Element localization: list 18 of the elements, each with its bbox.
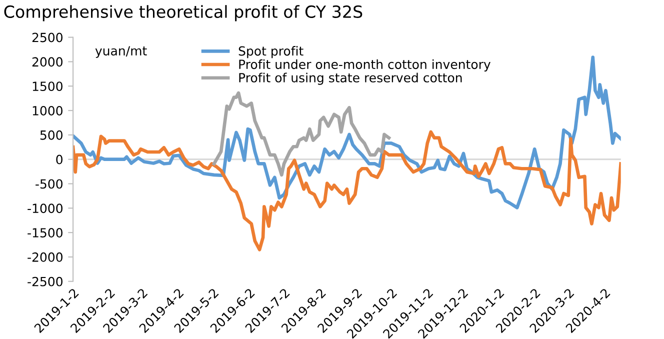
line-series — [212, 91, 391, 177]
y-tick-label: -1500 — [28, 228, 62, 238]
y-tick-label: 2500 — [32, 32, 62, 42]
chart-title: Comprehensive theoretical profit of CY 32S — [4, 5, 362, 22]
y-tick-label: -1000 — [28, 204, 62, 214]
legend-label: Profit under one-month cotton inventory — [239, 59, 490, 72]
y-tick-label: 1000 — [32, 106, 62, 116]
legend-label: Profit of using state reserved cotton — [239, 72, 462, 85]
y-tick-label: -2500 — [28, 276, 62, 286]
legend-label: Spot profit — [238, 46, 304, 58]
y-tick-label: -2000 — [28, 252, 62, 262]
y-tick-label: 2000 — [32, 57, 62, 67]
y-tick-label: 500 — [40, 130, 62, 140]
line-series — [73, 130, 621, 252]
y-tick-label: 1500 — [32, 82, 62, 92]
y-tick-label: 0 — [56, 154, 62, 164]
y-axis-title: yuan/mt — [95, 46, 147, 58]
y-tick-label: -500 — [36, 179, 62, 189]
